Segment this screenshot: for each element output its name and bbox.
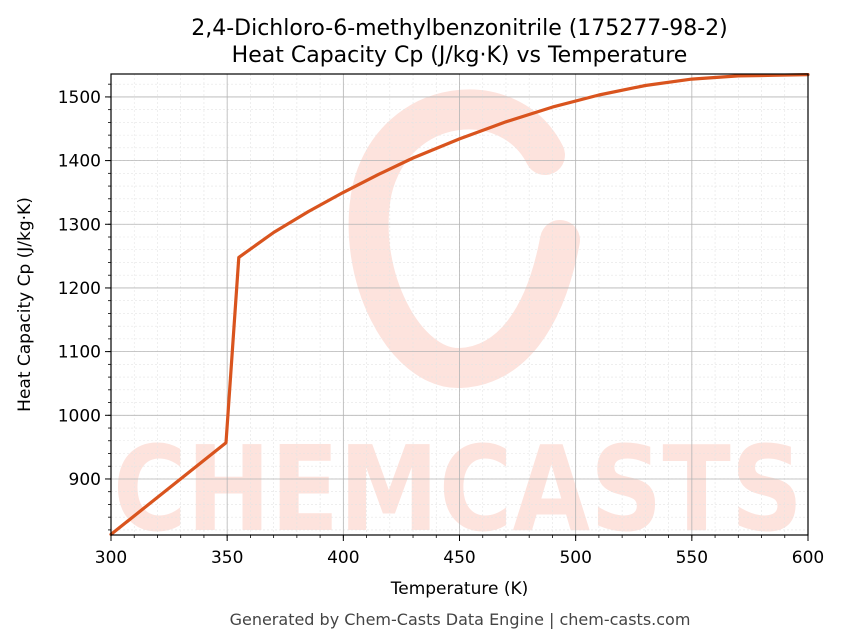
y-axis-label: Heat Capacity Cp (J/kg·K) [15, 197, 35, 412]
x-tick-label: 300 [95, 548, 127, 568]
series-layer [109, 72, 810, 537]
y-tick-label: 1100 [58, 343, 101, 363]
y-tick-label: 900 [69, 470, 101, 490]
x-axis-label: Temperature (K) [390, 579, 529, 599]
axis-ticks [105, 83, 809, 541]
chart-title-line-2: Heat Capacity Cp (J/kg·K) vs Temperature [232, 43, 688, 68]
footer-credit: Generated by Chem-Casts Data Engine | ch… [230, 610, 691, 629]
series-line [109, 72, 810, 537]
chart-title-line-1: 2,4-Dichloro-6-methylbenzonitrile (17527… [191, 16, 728, 41]
x-tick-label: 400 [327, 548, 359, 568]
watermark-logo [348, 89, 580, 388]
y-tick-label: 1500 [58, 88, 101, 108]
y-tick-label: 1300 [58, 215, 101, 235]
x-tick-label: 600 [792, 548, 824, 568]
x-tick-labels: 300 350 400 450 500 550 600 [95, 548, 824, 568]
y-tick-labels: 900 1000 1100 1200 1300 1400 1500 [58, 88, 101, 490]
x-tick-label: 350 [211, 548, 243, 568]
x-tick-label: 500 [559, 548, 591, 568]
x-tick-label: 550 [676, 548, 708, 568]
y-tick-label: 1000 [58, 406, 101, 426]
x-tick-label: 450 [443, 548, 475, 568]
y-tick-label: 1400 [58, 152, 101, 172]
y-tick-label: 1200 [58, 279, 101, 299]
